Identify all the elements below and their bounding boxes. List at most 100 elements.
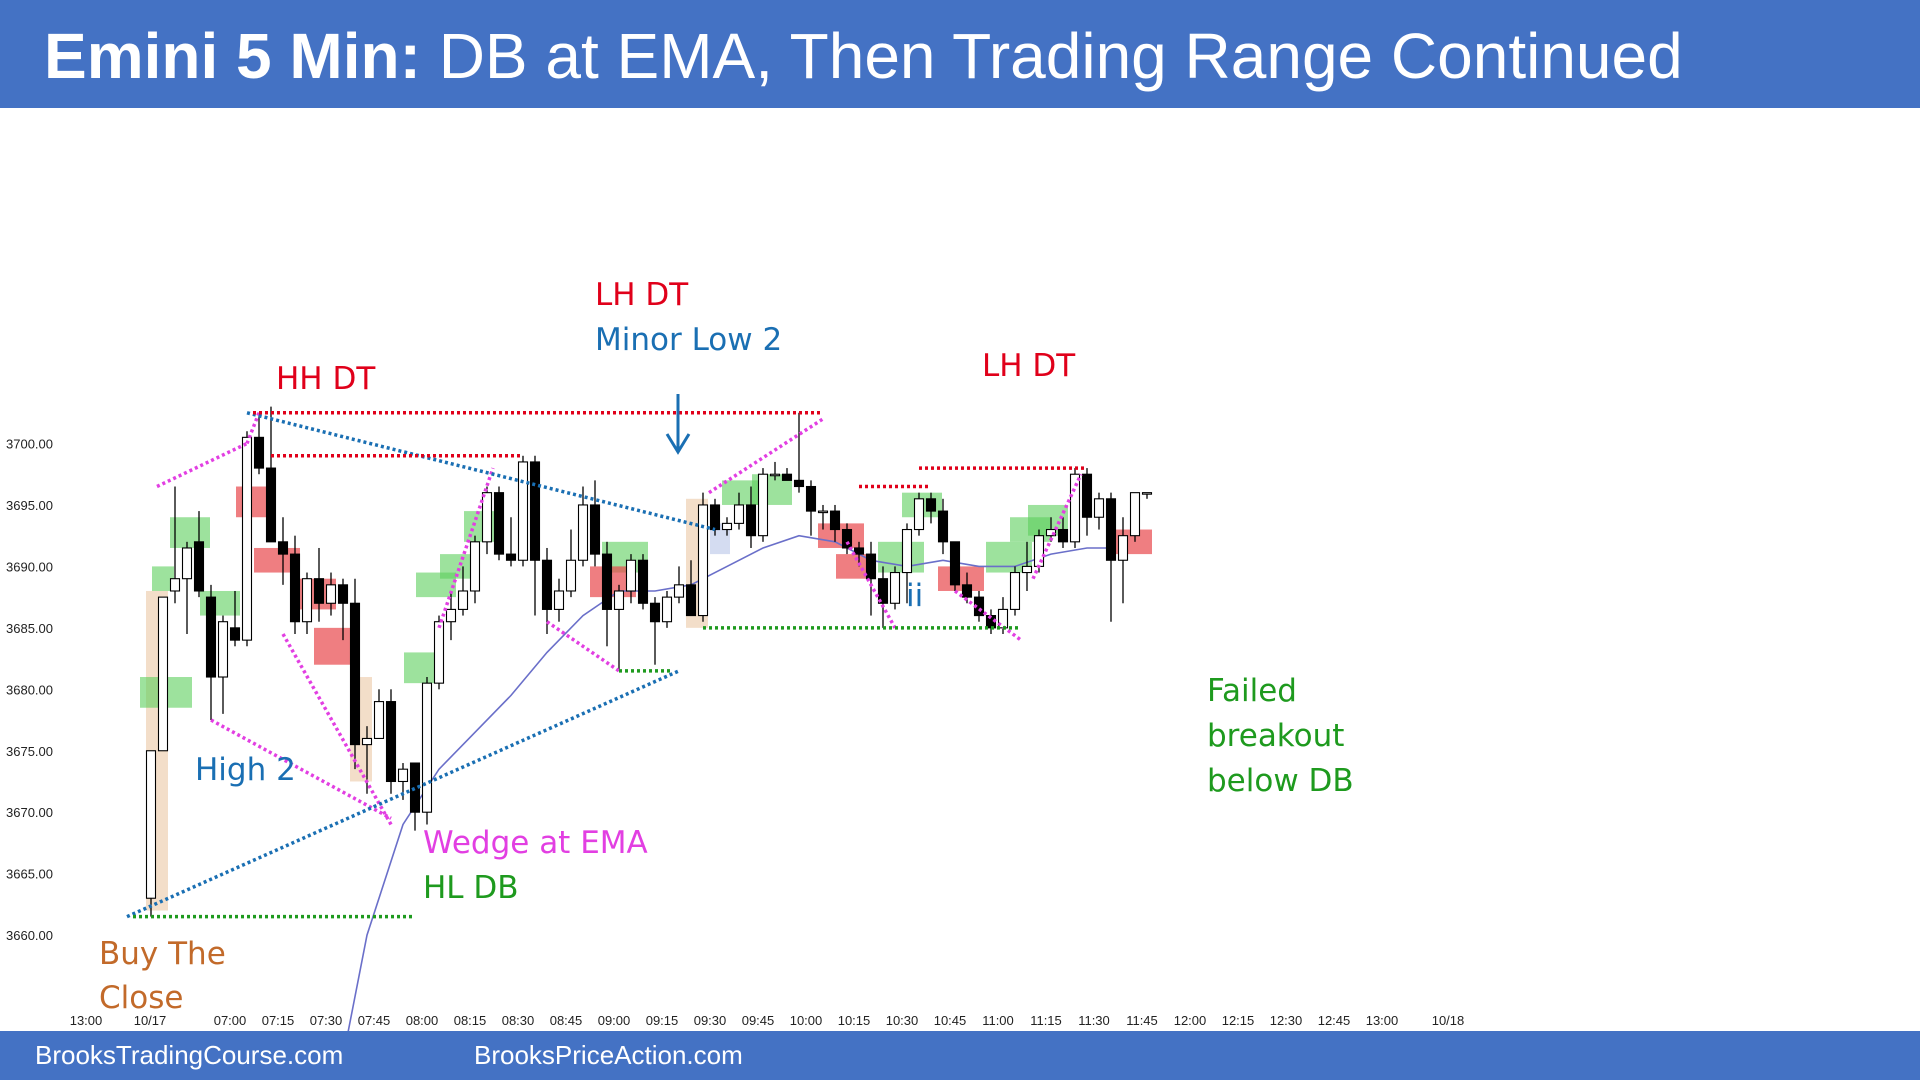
candle-body — [913, 498, 925, 531]
candle-81 — [1117, 517, 1129, 604]
candle-body — [601, 553, 613, 610]
highlight-box-red — [818, 523, 864, 548]
candle-body — [925, 498, 937, 512]
candle-body — [853, 547, 865, 555]
candle-body — [589, 504, 601, 555]
candle-19 — [373, 689, 385, 740]
candle-40 — [625, 554, 637, 604]
candle-6 — [217, 615, 229, 714]
highlight-box-green — [152, 566, 174, 591]
dotted-line-magenta — [1031, 473, 1083, 580]
candle-13 — [301, 572, 313, 634]
candle-body — [313, 578, 325, 604]
candle-77 — [1069, 468, 1081, 548]
ema-line — [347, 534, 1111, 1031]
y-axis: 3700.00 3695.00 3690.00 3685.00 3680.00 3675.… — [6, 437, 53, 944]
candle-body — [397, 768, 409, 783]
candle-60 — [865, 541, 877, 616]
annotation-minor-low-2: Minor Low 2 — [595, 322, 782, 358]
candle-39 — [613, 584, 625, 671]
candle-body — [349, 602, 361, 746]
candle-body — [565, 559, 577, 592]
candle-54 — [793, 412, 805, 493]
candle-42 — [649, 597, 661, 665]
candle-30 — [505, 517, 517, 567]
candle-10 — [265, 406, 277, 543]
x-tick-label: 09:00 — [598, 1013, 631, 1028]
candle-body — [229, 627, 241, 641]
candle-body — [169, 578, 181, 592]
title-rest: DB at EMA, Then Trading Range Continued — [420, 20, 1683, 92]
y-tick-label: 3690.00 — [6, 559, 53, 574]
x-tick-label: 09:45 — [742, 1013, 775, 1028]
candle-body — [757, 473, 769, 537]
candle-body — [517, 461, 529, 561]
candle-body — [817, 510, 829, 514]
candle-16 — [337, 578, 349, 641]
x-tick-label: 11:15 — [1030, 1013, 1062, 1028]
x-tick-label: 11:45 — [1126, 1013, 1158, 1028]
candle-body — [781, 473, 793, 481]
candle-body — [577, 504, 589, 561]
candle-79 — [1093, 492, 1105, 530]
x-tick-label: 08:15 — [454, 1013, 487, 1028]
candle-body — [541, 559, 553, 610]
candle-body — [481, 492, 493, 543]
candle-55 — [805, 480, 817, 536]
candle-48 — [721, 517, 733, 536]
annotation-high-2: High 2 — [195, 752, 296, 788]
x-tick-label: 12:00 — [1174, 1013, 1207, 1028]
candle-34 — [553, 578, 565, 622]
candle-12 — [289, 535, 301, 634]
footer-right-link[interactable]: BrooksPriceAction.com — [474, 1040, 743, 1070]
candle-body — [217, 621, 229, 678]
candle-17 — [349, 578, 361, 770]
x-tick-label: 07:45 — [358, 1013, 391, 1028]
candle-body — [1021, 565, 1033, 574]
annotation-lh-dt-2: LH DT — [982, 348, 1076, 384]
candle-body — [937, 510, 949, 543]
x-tick-label: 08:00 — [406, 1013, 439, 1028]
candle-1 — [157, 596, 169, 752]
candle-body — [385, 701, 397, 783]
candle-72 — [1009, 566, 1021, 616]
candle-7 — [229, 590, 241, 647]
footer-left-link[interactable]: BrooksTradingCourse.com — [35, 1040, 344, 1070]
candle-body — [841, 528, 853, 549]
annotation-failed: Failed — [1207, 673, 1297, 709]
highlight-box-red — [938, 566, 984, 591]
annotation-ii: ii — [906, 578, 923, 614]
candle-body — [805, 485, 817, 512]
candle-body — [289, 553, 301, 623]
candle-body — [1069, 473, 1081, 543]
candle-body — [697, 504, 709, 617]
candle-25 — [445, 590, 457, 641]
highlight-box-green — [878, 541, 924, 573]
candle-body — [769, 473, 781, 477]
title-bold: Emini 5 Min: — [44, 20, 421, 92]
candle-body — [265, 467, 277, 543]
candle-44 — [673, 566, 685, 604]
x-tick-label: 13:00 — [1366, 1013, 1399, 1028]
candle-body — [445, 608, 457, 623]
dotted-line-magenta — [708, 417, 824, 495]
footer-band: BrooksTradingCourse.com BrooksPriceActio… — [0, 1031, 1920, 1080]
x-tick-label: 10/17 — [134, 1013, 167, 1028]
candle-body — [325, 584, 337, 604]
candle-64 — [913, 492, 925, 536]
candle-65 — [925, 492, 937, 524]
x-tick-label: 11:00 — [982, 1013, 1014, 1028]
candle-9 — [253, 412, 265, 475]
x-tick-label: 11:30 — [1078, 1013, 1110, 1028]
candle-26 — [457, 566, 469, 616]
candle-76 — [1057, 517, 1069, 548]
x-tick-label: 07:30 — [310, 1013, 343, 1028]
x-tick-label: 07:00 — [214, 1013, 247, 1028]
candle-body — [181, 547, 193, 580]
candle-35 — [565, 529, 577, 598]
x-tick-label: 09:15 — [646, 1013, 679, 1028]
y-tick-label: 3700.00 — [6, 437, 53, 452]
candle-33 — [541, 547, 553, 634]
candle-45 — [685, 560, 697, 617]
candle-62 — [889, 566, 901, 610]
